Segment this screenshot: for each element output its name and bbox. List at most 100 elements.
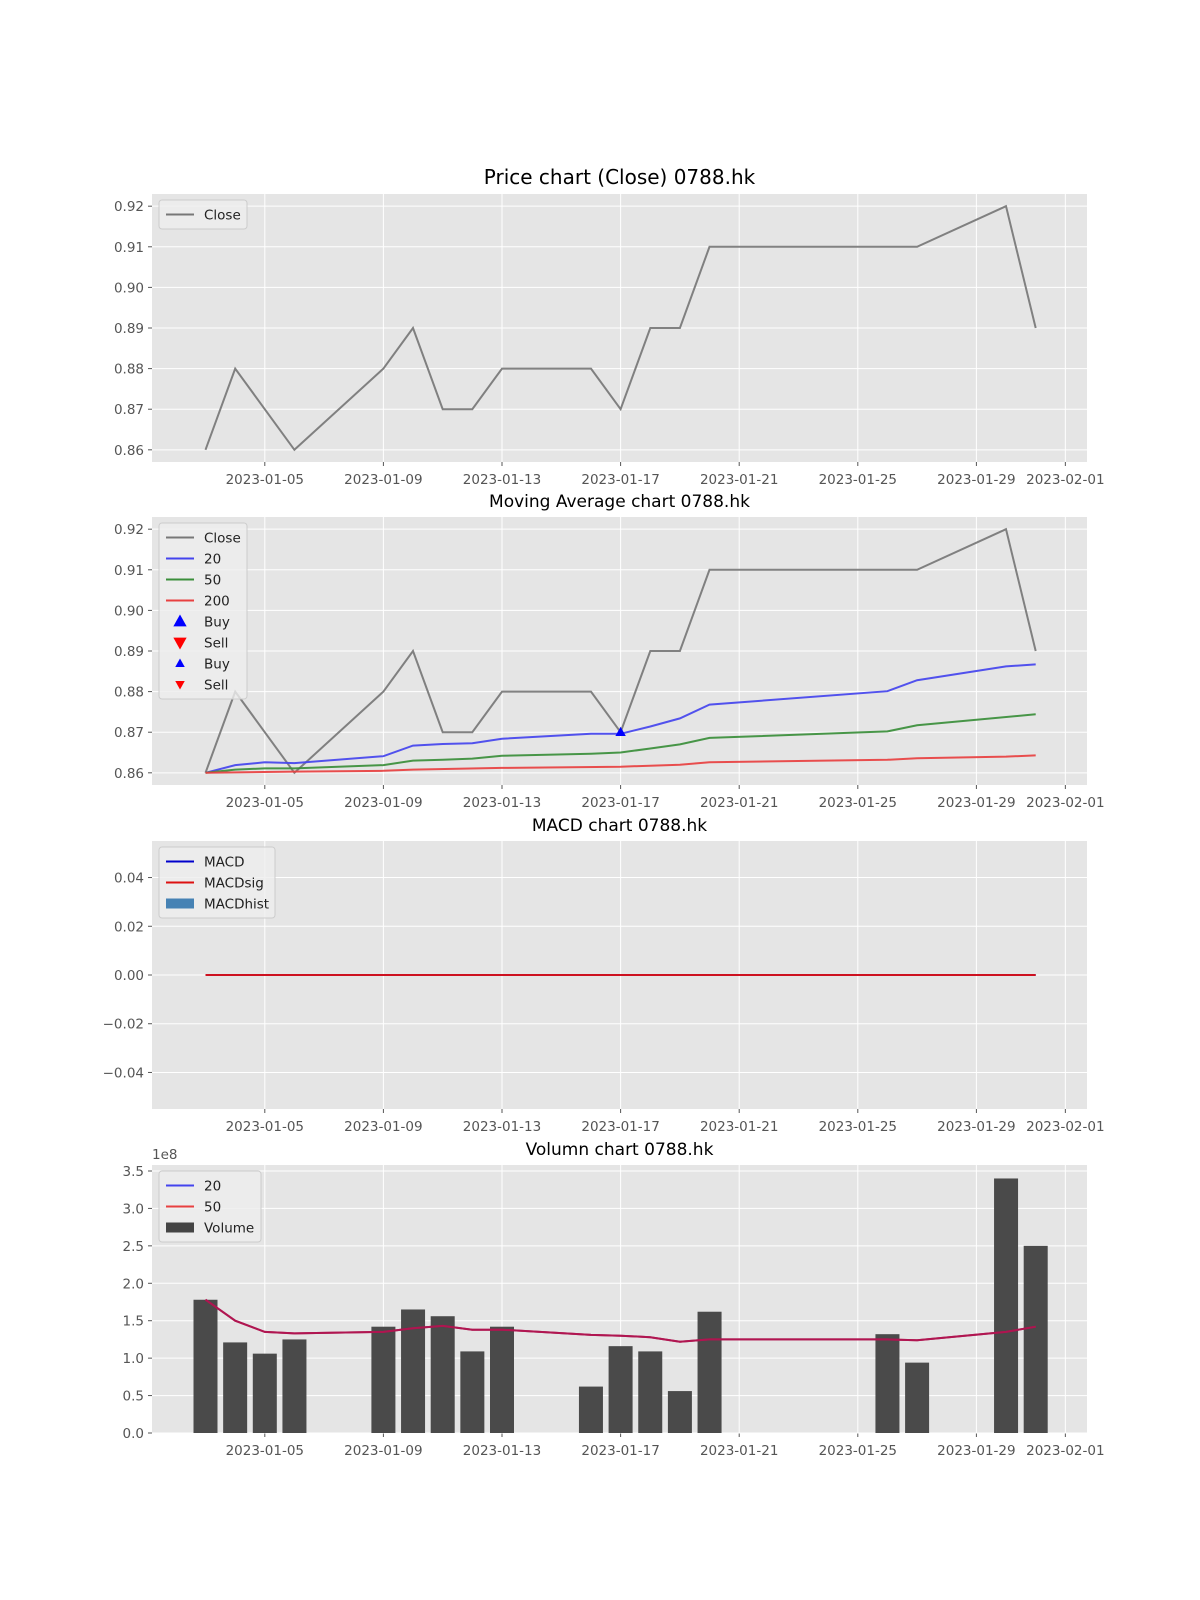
x-tick-label: 2023-01-25 <box>819 795 897 811</box>
y-tick-label: 0.91 <box>114 563 144 579</box>
series-line-20 <box>205 663 1036 774</box>
volume-bar <box>223 1342 248 1433</box>
legend-swatch <box>175 658 185 667</box>
y-tick-label: 1.5 <box>123 1314 144 1330</box>
y-tick-label: 0.88 <box>114 362 144 378</box>
legend-label: Close <box>204 531 241 547</box>
legend-label: 200 <box>204 594 230 610</box>
x-tick-label: 2023-01-29 <box>937 795 1015 811</box>
y-tick-label: 0.87 <box>114 402 144 418</box>
volume-bar <box>193 1299 218 1433</box>
legend-box <box>158 199 248 230</box>
x-tick-label: 2023-01-17 <box>581 795 659 811</box>
x-tick-label: 2023-01-13 <box>463 1119 541 1135</box>
volume-bar <box>608 1346 633 1433</box>
x-axis: 2023-01-05 2023-01-09 2023-01-13 2023-01-17… <box>226 194 1105 488</box>
volume-bar <box>252 1353 277 1433</box>
x-axis: 2023-01-05 2023-01-09 2023-01-13 2023-01-17… <box>226 1165 1105 1459</box>
chart-panel-3: 2023-01-05 2023-01-09 2023-01-13 2023-01-17… <box>103 816 1105 1135</box>
y-tick-label: 0.89 <box>114 321 144 337</box>
y-tick-label: 2.5 <box>123 1239 144 1255</box>
y-tick-label: 0.00 <box>114 968 144 984</box>
y-tick-label: 0.02 <box>114 919 144 935</box>
y-tick-label: 3.0 <box>123 1201 144 1217</box>
volume-bar <box>430 1316 455 1433</box>
y-offset-label: 1e8 <box>152 1147 177 1163</box>
volume-bar <box>578 1386 603 1433</box>
legend-swatch <box>166 898 194 909</box>
chart-title: Moving Average chart 0788.hk <box>489 492 750 512</box>
legend-box <box>158 522 248 700</box>
legend-label: MACD <box>204 855 244 871</box>
volume-bar <box>994 1178 1019 1433</box>
legend: MACD MACDsig MACDhist <box>158 846 276 919</box>
legend-label: Buy <box>204 615 230 631</box>
volume-bar <box>1023 1245 1048 1433</box>
x-tick-label: 2023-01-13 <box>463 472 541 488</box>
volume-bar <box>490 1326 514 1433</box>
chart-panel-1: 2023-01-05 2023-01-09 2023-01-13 2023-01-17… <box>114 165 1105 488</box>
legend: Close <box>158 199 248 230</box>
chart-title: MACD chart 0788.hk <box>532 816 707 836</box>
series-line-50 <box>205 713 1036 774</box>
y-tick-label: 0.92 <box>114 199 144 215</box>
volume-bar <box>638 1351 663 1433</box>
legend-label: 20 <box>204 1179 221 1195</box>
legend-swatch <box>166 1222 194 1233</box>
y-tick-label: 0.89 <box>114 644 144 660</box>
y-tick-label: 3.5 <box>123 1164 144 1180</box>
x-tick-label: 2023-01-05 <box>226 472 304 488</box>
y-tick-label: 0.90 <box>114 603 144 619</box>
y-tick-label: 1.0 <box>123 1351 144 1367</box>
x-tick-label: 2023-01-21 <box>700 795 778 811</box>
x-tick-label: 2023-01-17 <box>581 472 659 488</box>
x-tick-label: 2023-01-13 <box>463 795 541 811</box>
volume-bar <box>460 1351 485 1433</box>
y-tick-label: 0.90 <box>114 280 144 296</box>
legend-swatch <box>173 637 187 650</box>
legend-label: Sell <box>204 636 228 652</box>
chart-title: Volumn chart 0788.hk <box>526 1140 714 1160</box>
x-tick-label: 2023-01-13 <box>463 1443 541 1459</box>
legend-label: 50 <box>204 573 221 589</box>
legend-label: 50 <box>204 1200 221 1216</box>
chart-panel-4: 2023-01-05 2023-01-09 2023-01-13 2023-01-17… <box>123 1140 1105 1459</box>
y-axis: 0.86 0.87 0.88 0.89 0.90 0.91 0.92 <box>114 522 1087 782</box>
x-tick-label: 2023-01-29 <box>937 472 1015 488</box>
y-tick-label: 0.04 <box>114 871 144 887</box>
x-tick-label: 2023-01-09 <box>344 795 422 811</box>
y-tick-label: 0.87 <box>114 725 144 741</box>
x-tick-label: 2023-01-17 <box>581 1443 659 1459</box>
x-tick-label: 2023-01-29 <box>937 1443 1015 1459</box>
legend-label: MACDsig <box>204 876 264 892</box>
x-tick-label: 2023-01-29 <box>937 1119 1015 1135</box>
x-tick-label: 2023-02-01 <box>1026 472 1104 488</box>
bar-series-volume <box>193 1178 1048 1433</box>
y-tick-label: 0.88 <box>114 685 144 701</box>
volume-bar <box>371 1326 396 1433</box>
legend-swatch <box>175 681 185 690</box>
legend-label: 20 <box>204 552 221 568</box>
x-tick-label: 2023-01-25 <box>819 472 897 488</box>
buy-marker <box>615 726 626 737</box>
y-tick-label: 0.0 <box>123 1426 144 1442</box>
x-tick-label: 2023-01-09 <box>344 1119 422 1135</box>
x-tick-label: 2023-01-17 <box>581 1119 659 1135</box>
y-tick-label: −0.04 <box>103 1065 144 1081</box>
series-line-close <box>204 204 1037 452</box>
series-line-50 <box>204 1298 1036 1343</box>
volume-bar <box>282 1339 307 1433</box>
x-tick-label: 2023-01-05 <box>226 1443 304 1459</box>
y-tick-label: 0.92 <box>114 522 144 538</box>
series-line-close <box>204 527 1037 775</box>
x-tick-label: 2023-01-21 <box>700 1119 778 1135</box>
x-tick-label: 2023-01-05 <box>226 1119 304 1135</box>
y-tick-label: 0.5 <box>123 1389 144 1405</box>
legend-swatch <box>173 614 187 627</box>
y-tick-label: −0.02 <box>103 1017 144 1033</box>
series-line-200 <box>205 754 1036 774</box>
volume-bar <box>697 1311 722 1433</box>
x-tick-label: 2023-02-01 <box>1026 795 1104 811</box>
y-tick-label: 0.86 <box>114 443 144 459</box>
